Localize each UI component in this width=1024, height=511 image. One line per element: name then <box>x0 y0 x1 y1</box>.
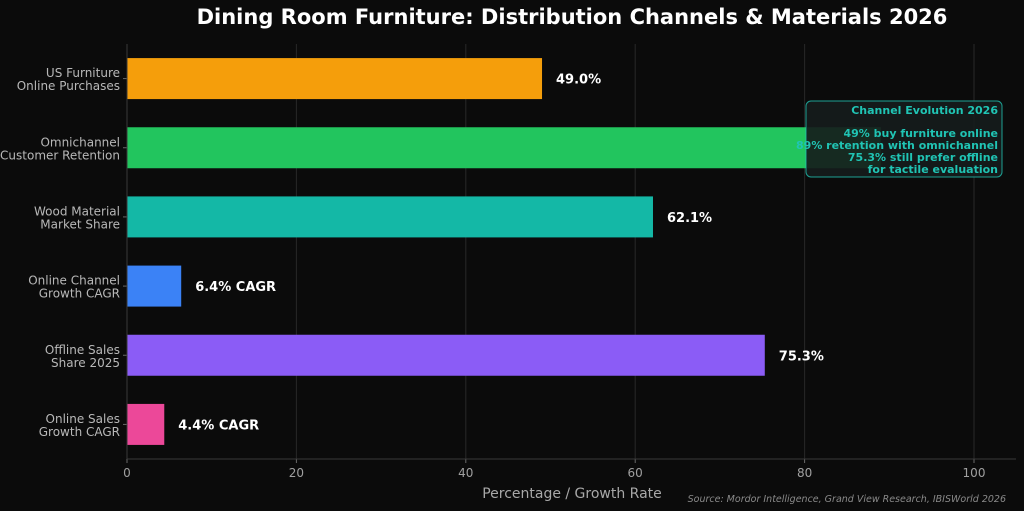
category-label: Online Channel <box>28 274 120 288</box>
x-tick-label: 0 <box>123 466 131 480</box>
annotation-line: 75.3% still prefer offline <box>848 151 998 164</box>
category-label: Share 2025 <box>51 356 120 370</box>
bar <box>127 196 653 238</box>
x-tick-label: 60 <box>628 466 643 480</box>
value-labels: 49.0% 62.1% 6.4% CAGR 75.3% 4.4% CAGR <box>178 73 824 434</box>
category-label: Online Sales <box>46 412 120 426</box>
bars-group <box>127 58 881 445</box>
annotation-title: Channel Evolution 2026 <box>851 104 998 117</box>
category-label: Market Share <box>40 217 120 231</box>
category-label: US Furniture <box>46 66 120 80</box>
value-label: 4.4% CAGR <box>178 418 259 433</box>
value-label: 49.0% <box>556 73 601 88</box>
x-axis-ticks: 0 20 40 60 80 100 <box>123 459 985 480</box>
bar <box>127 403 165 445</box>
x-axis-label: Percentage / Growth Rate <box>482 486 662 502</box>
value-label: 6.4% CAGR <box>195 280 276 295</box>
chart-title: Dining Room Furniture: Distribution Chan… <box>197 5 948 29</box>
annotation-background <box>805 100 1003 178</box>
value-label: 62.1% <box>667 211 712 226</box>
annotation-line: for tactile evaluation <box>868 163 998 176</box>
bar <box>127 58 543 100</box>
bar <box>127 127 881 169</box>
value-label: 75.3% <box>779 349 824 364</box>
category-label: Growth CAGR <box>39 287 120 301</box>
category-label: Omnichannel <box>40 135 120 149</box>
annotation-box: Channel Evolution 2026 49% buy furniture… <box>796 100 1003 178</box>
x-tick-label: 100 <box>963 466 986 480</box>
bar <box>127 265 182 307</box>
category-label: Offline Sales <box>45 343 120 357</box>
x-tick-label: 40 <box>458 466 473 480</box>
category-label: Wood Material <box>34 204 120 218</box>
annotation-line: 49% buy furniture online <box>843 127 998 140</box>
bar <box>127 334 765 376</box>
x-tick-label: 80 <box>797 466 812 480</box>
category-label: Growth CAGR <box>39 425 120 439</box>
category-label: Customer Retention <box>0 148 120 162</box>
annotation-line: 89% retention with omnichannel <box>796 139 998 152</box>
source-note: Source: Mordor Intelligence, Grand View … <box>688 494 1006 505</box>
category-label: Online Purchases <box>17 79 120 93</box>
x-tick-label: 20 <box>289 466 304 480</box>
